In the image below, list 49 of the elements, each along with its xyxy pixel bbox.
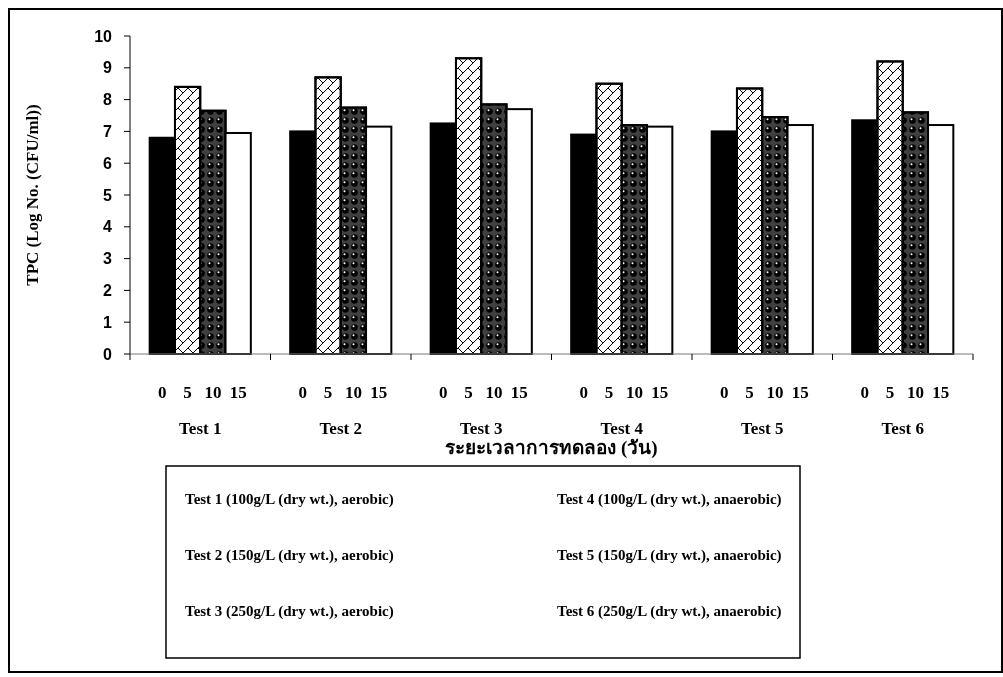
x-tick-label: Test 6	[881, 419, 924, 438]
series-label: 0	[158, 383, 167, 402]
text: 15	[651, 383, 669, 402]
series-label: 15	[229, 383, 247, 402]
text: 0	[579, 383, 589, 402]
text: 10	[344, 383, 362, 402]
text: Test 3 (250g/L (dry wt.), aerobic)	[185, 603, 394, 620]
series-label: 5	[183, 383, 192, 402]
text: 10	[625, 383, 643, 402]
y-tick-label: 5	[103, 186, 113, 204]
text: 5	[323, 383, 333, 402]
y-tick-label: 1	[103, 313, 113, 331]
text: Test 1 (100g/L (dry wt.), aerobic)	[185, 491, 394, 508]
text: 5	[745, 383, 754, 402]
series-label: 10	[204, 383, 222, 402]
text: 10	[766, 383, 784, 402]
x-tick-label: Test 4	[600, 419, 644, 438]
x-tick-label: Test 1	[179, 419, 222, 438]
text: 10	[906, 383, 924, 402]
text: 5	[464, 383, 473, 402]
text: 0	[720, 383, 729, 402]
text: 10	[485, 383, 503, 402]
y-tick-label: 10	[94, 27, 113, 45]
text: 15	[791, 383, 809, 402]
y-axis-title: TPC (Log No. (CFU/ml))	[23, 104, 42, 286]
text: 5	[604, 383, 614, 402]
text: 0	[298, 383, 308, 402]
y-tick-label: 7	[103, 123, 113, 140]
y-tick-label: 3	[103, 250, 113, 268]
y-tick-label: 6	[103, 154, 113, 172]
text: 15	[510, 383, 528, 402]
y-tick-label: 8	[103, 91, 113, 109]
text: 5	[885, 383, 895, 402]
text: Test 4 (100g/L (dry wt.), anaerobic)	[557, 491, 782, 508]
text: 15	[932, 383, 950, 402]
text: 0	[860, 383, 870, 402]
y-tick-label: 0	[103, 345, 113, 363]
x-tick-label: Test 2	[319, 419, 362, 438]
x-tick-label: Test 3	[460, 419, 503, 438]
y-tick-label: 9	[103, 59, 113, 77]
text: 0	[439, 383, 448, 402]
text: 15	[370, 383, 388, 402]
y-tick-label: 4	[103, 218, 113, 236]
text: Test 5 (150g/L (dry wt.), anaerobic)	[557, 547, 782, 564]
text: Test 2 (150g/L (dry wt.), aerobic)	[185, 547, 394, 564]
text: Test 6 (250g/L (dry wt.), anaerobic)	[557, 603, 782, 620]
x-axis-title: ระยะเวลาการทดลอง (วัน)	[445, 437, 658, 459]
y-tick-label: 2	[103, 282, 113, 299]
x-tick-label: Test 5	[741, 419, 784, 438]
